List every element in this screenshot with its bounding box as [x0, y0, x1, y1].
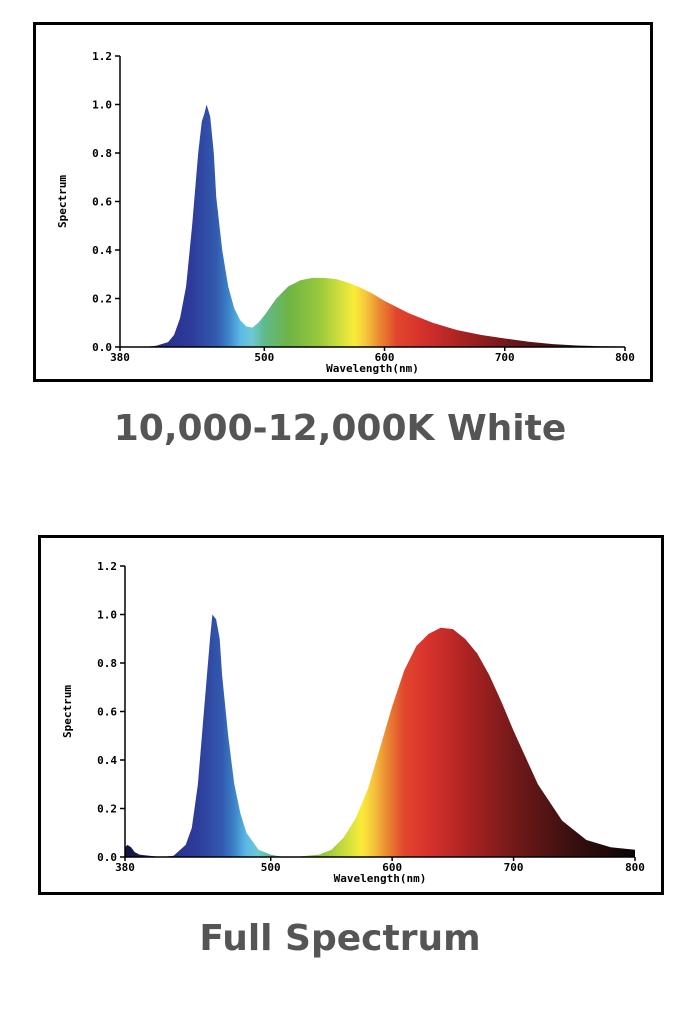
y-tick-label: 1.0	[97, 609, 117, 622]
y-tick-label: 1.0	[92, 99, 112, 112]
x-tick-label: 600	[375, 351, 395, 364]
y-tick-label: 1.2	[97, 560, 117, 573]
y-tick-label: 1.2	[92, 50, 112, 63]
y-tick-label: 0.6	[92, 196, 112, 209]
x-tick-label: 500	[254, 351, 274, 364]
y-tick-label: 0.4	[92, 244, 112, 257]
y-tick-label: 0.6	[97, 706, 117, 719]
x-axis-label: Wavelength(nm)	[334, 872, 427, 885]
x-tick-label: 700	[495, 351, 515, 364]
y-axis-label: Spectrum	[61, 685, 74, 738]
y-tick-label: 0.2	[97, 803, 117, 816]
y-tick-label: 0.2	[92, 293, 112, 306]
y-tick-label: 0.8	[92, 147, 112, 160]
spectrum-area	[125, 614, 635, 857]
chart-svg-full: 0.0 0.2 0.4 0.6 0.8 1.0 1.2 380 500 600 700 800 Wave…	[61, 560, 645, 885]
y-tick-label: 0.0	[92, 341, 112, 354]
x-tick-label: 380	[110, 351, 130, 364]
x-tick-label: 500	[261, 861, 281, 874]
spectrum-chart-white: 0.0 0.2 0.4 0.6 0.8 1.0 1.2 380 500 600 700 800 Wave…	[33, 22, 653, 382]
x-axis-label: Wavelength(nm)	[326, 362, 419, 375]
y-tick-label: 0.4	[97, 754, 117, 767]
chart-svg-white: 0.0 0.2 0.4 0.6 0.8 1.0 1.2 380 500 600 700 800 Wave…	[56, 50, 635, 375]
caption-white: 10,000-12,000K White	[113, 408, 567, 449]
spectrum-area	[144, 104, 625, 347]
x-tick-label: 380	[115, 861, 135, 874]
spectrum-chart-full: 0.0 0.2 0.4 0.6 0.8 1.0 1.2 380 500 600 700 800 Wave…	[38, 535, 664, 895]
x-tick-label: 600	[382, 861, 402, 874]
caption-full: Full Spectrum	[199, 918, 481, 959]
y-axis-label: Spectrum	[56, 175, 69, 228]
y-tick-label: 0.0	[97, 851, 117, 864]
y-tick-label: 0.8	[97, 657, 117, 670]
x-tick-label: 800	[615, 351, 635, 364]
x-tick-label: 700	[504, 861, 524, 874]
x-tick-label: 800	[625, 861, 645, 874]
